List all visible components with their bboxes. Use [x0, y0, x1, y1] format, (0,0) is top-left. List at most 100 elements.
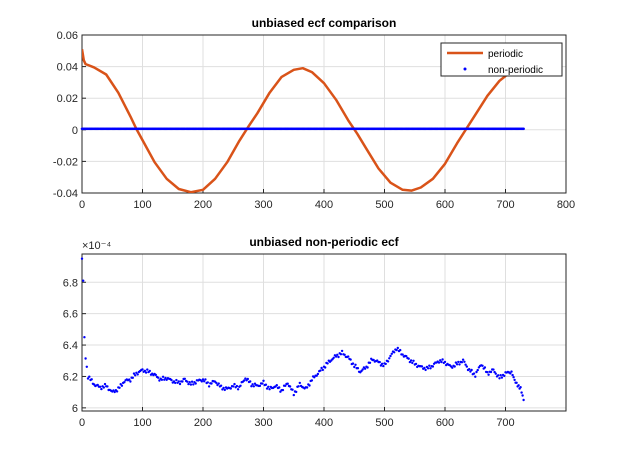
non-periodic-point: [187, 382, 190, 386]
non-periodic-point: [420, 365, 424, 368]
non-periodic-point: [483, 366, 487, 369]
non-periodic-point: [85, 365, 89, 368]
non-periodic-point: [481, 364, 484, 367]
non-periodic-point: [393, 351, 396, 354]
non-periodic-point: [144, 371, 148, 374]
non-periodic-point: [308, 384, 311, 387]
non-periodic-point: [319, 369, 322, 372]
axes-bottom: 0 100 200 300 400 500 600 700 6 6.2 6.4 6.6 6.8 unbia…: [63, 235, 567, 429]
non-periodic-point: [354, 363, 357, 366]
non-periodic-point: [136, 373, 139, 376]
non-periodic-point: [265, 387, 269, 390]
non-periodic-point: [320, 366, 323, 370]
y-tick-label: 6: [72, 403, 78, 415]
non-periodic-point: [113, 390, 116, 394]
non-periodic-point: [465, 365, 468, 368]
non-periodic-point: [356, 367, 360, 370]
non-periodic-point: [100, 387, 103, 391]
non-periodic-point: [175, 378, 178, 382]
non-periodic-point: [268, 388, 271, 391]
non-periodic-point: [250, 385, 253, 388]
non-periodic-point: [267, 385, 270, 388]
non-periodic-point: [223, 388, 226, 392]
non-periodic-point: [372, 358, 375, 362]
x-tick-label: 400: [315, 199, 333, 211]
non-periodic-point: [207, 385, 211, 388]
non-periodic-point: [118, 386, 121, 389]
non-periodic-point: [84, 357, 87, 360]
y-tick-label: 6.2: [63, 371, 78, 383]
non-periodic-point: [475, 370, 478, 374]
y-tick-label: 0.02: [57, 93, 78, 105]
non-periodic-point: [217, 382, 220, 385]
non-periodic-point: [86, 377, 90, 380]
non-periodic-point: [239, 384, 242, 387]
x-tick-label: 300: [254, 199, 272, 211]
non-periodic-point: [229, 387, 232, 390]
non-periodic-point: [278, 386, 281, 389]
non-periodic-point: [164, 376, 167, 380]
x-tick-label: 500: [375, 417, 393, 429]
axes-frame: [81, 34, 567, 194]
x-tick-label: 0: [79, 417, 85, 429]
y-tick-label: -0.02: [53, 156, 78, 168]
non-periodic-point: [244, 377, 247, 380]
non-periodic-point: [305, 386, 309, 389]
non-periodic-point: [135, 371, 138, 374]
non-periodic-point: [382, 364, 385, 368]
non-periodic-point: [498, 377, 501, 380]
non-periodic-point: [146, 368, 149, 371]
x-tick-label: 700: [496, 199, 514, 211]
non-periodic-point: [174, 381, 177, 385]
non-periodic-point: [178, 382, 182, 386]
non-periodic-point: [324, 366, 327, 369]
non-periodic-point: [186, 380, 189, 383]
non-periodic-point: [141, 368, 144, 371]
non-periodic-point: [188, 381, 191, 384]
non-periodic-point: [409, 359, 413, 362]
non-periodic-point: [384, 362, 387, 366]
non-periodic-point: [148, 369, 151, 373]
non-periodic-point: [334, 355, 338, 358]
non-periodic-point: [366, 366, 369, 369]
non-periodic-point: [291, 388, 294, 391]
non-periodic-point: [380, 362, 384, 365]
non-periodic-point: [470, 368, 473, 372]
non-periodic-point: [106, 385, 109, 388]
non-periodic-point: [251, 383, 254, 386]
non-periodic-point: [440, 360, 443, 364]
non-periodic-point: [441, 358, 444, 361]
non-periodic-point: [310, 379, 314, 382]
chart-title: unbiased ecf comparison: [252, 16, 397, 30]
non-periodic-point: [500, 376, 504, 379]
non-periodic-point: [326, 362, 329, 365]
non-periodic-point: [363, 367, 367, 370]
non-periodic-point: [292, 393, 295, 397]
x-tick-label: 600: [436, 199, 454, 211]
non-periodic-point: [343, 353, 346, 356]
non-periodic-point: [437, 361, 441, 364]
y-tick-label: 6.8: [63, 277, 78, 289]
non-periodic-point: [390, 352, 393, 355]
non-periodic-point: [423, 366, 426, 370]
x-tick-label: 700: [496, 417, 514, 429]
non-periodic-point: [200, 380, 203, 383]
non-periodic-point: [115, 390, 119, 393]
non-periodic-point: [512, 376, 515, 379]
non-periodic-point: [262, 379, 265, 382]
non-periodic-point: [275, 384, 278, 387]
non-periodic-point: [396, 346, 399, 350]
non-periodic-point: [232, 385, 235, 388]
non-periodic-point: [170, 378, 173, 382]
x-tick-label: 100: [133, 417, 151, 429]
non-periodic-point: [131, 376, 134, 379]
non-periodic-point: [236, 388, 240, 391]
non-periodic-point: [315, 374, 318, 377]
y-tick-label: 6.4: [63, 340, 78, 352]
non-periodic-point: [457, 360, 460, 364]
non-periodic-point: [233, 382, 236, 386]
y-tick-label: 0.06: [57, 30, 78, 42]
non-periodic-point: [351, 362, 355, 365]
non-periodic-point: [503, 374, 506, 378]
non-periodic-point: [455, 363, 459, 366]
